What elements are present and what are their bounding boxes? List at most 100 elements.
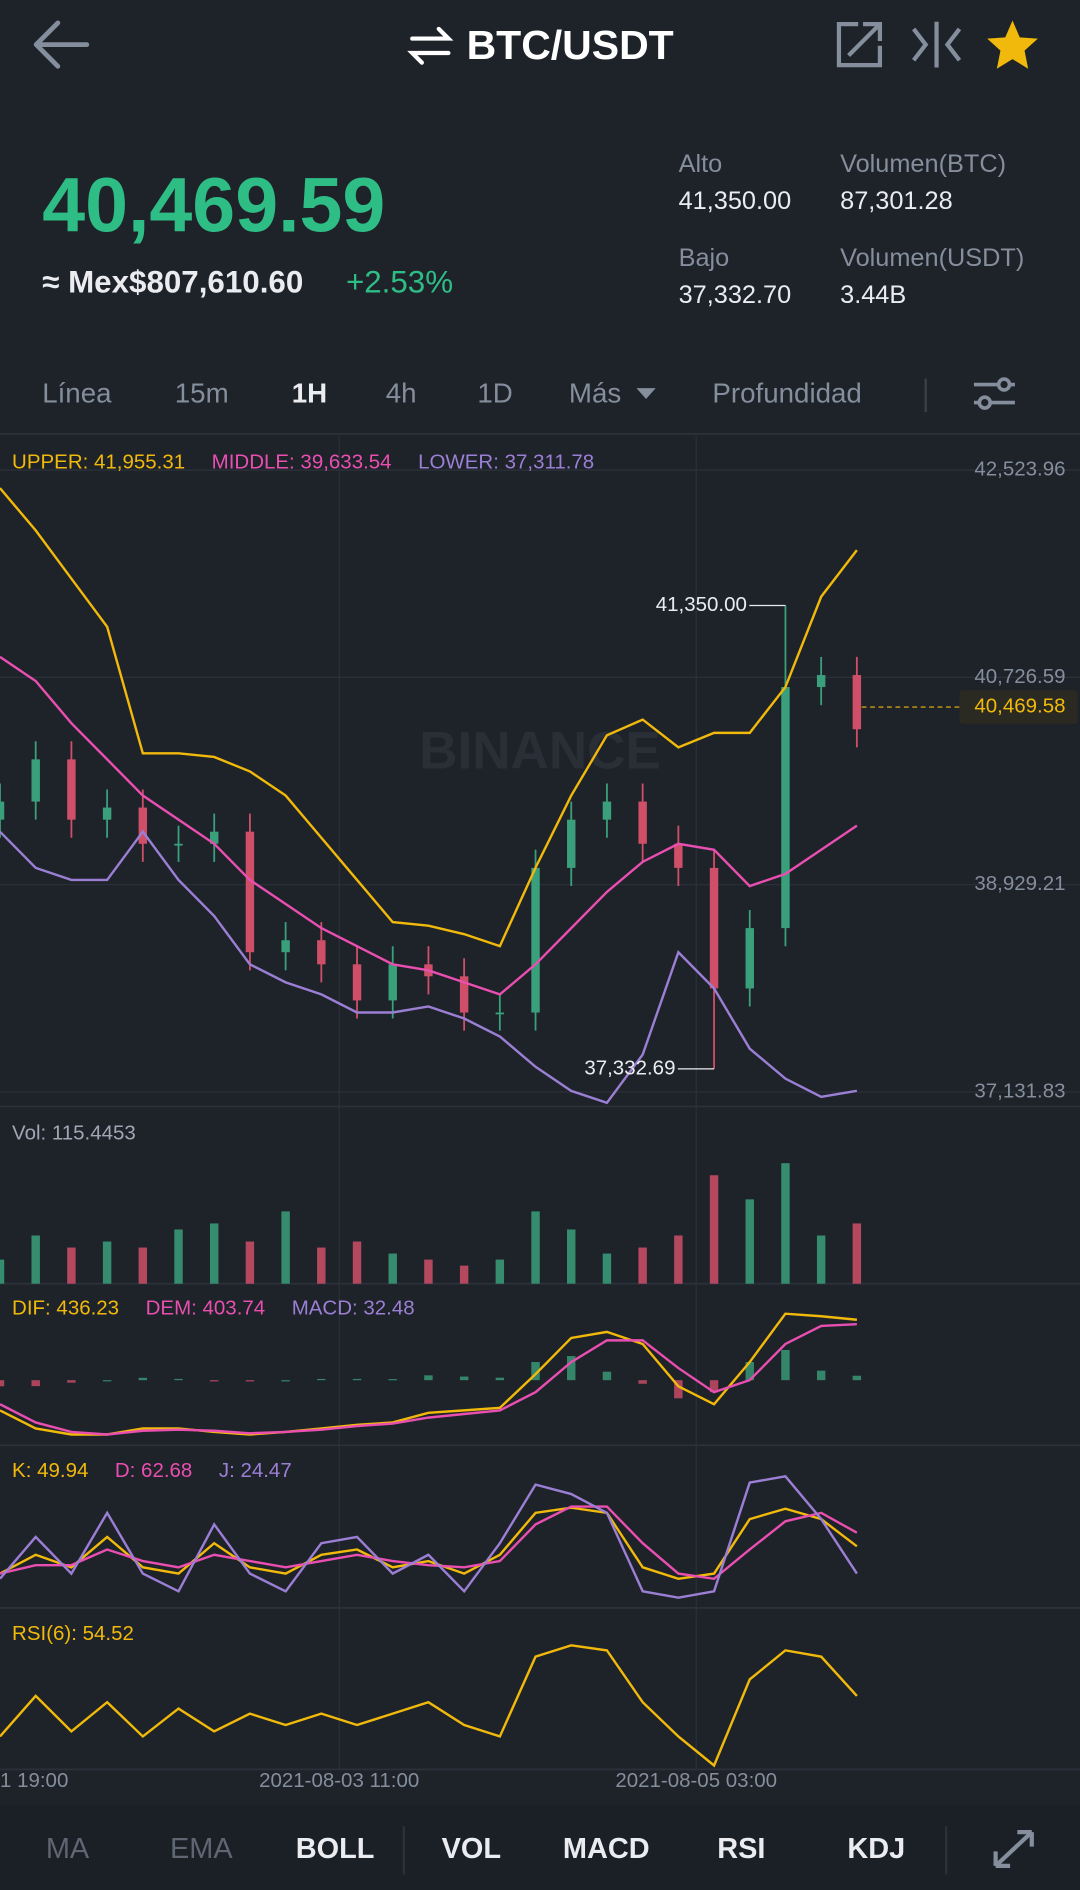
indicator-line bbox=[0, 1475, 858, 1599]
interval-tab[interactable]: Profundidad bbox=[712, 378, 861, 409]
candle-body bbox=[245, 831, 255, 953]
interval-tab[interactable]: Más bbox=[569, 378, 621, 409]
interval-tab[interactable]: 1D bbox=[477, 378, 512, 409]
interval-tab[interactable]: 4h bbox=[386, 378, 417, 409]
legend-item: DIF: 436.23 bbox=[12, 1296, 119, 1319]
volume-bar bbox=[31, 1235, 40, 1284]
candle-body bbox=[174, 843, 183, 846]
indicator-tab-active[interactable]: RSI bbox=[717, 1833, 765, 1865]
histogram-bar bbox=[424, 1375, 433, 1381]
fullscreen-button[interactable] bbox=[993, 1830, 1034, 1869]
candle-body bbox=[138, 807, 148, 844]
histogram-bar bbox=[102, 1380, 112, 1382]
legend-item: UPPER: 41,955.31 bbox=[12, 450, 185, 473]
legend-item: DEM: 403.74 bbox=[146, 1296, 266, 1319]
settings-knob bbox=[977, 395, 993, 410]
histogram-bar bbox=[602, 1371, 612, 1381]
indicator-tab-active[interactable]: VOL bbox=[442, 1833, 501, 1865]
candle-body bbox=[781, 687, 790, 929]
histogram-bar bbox=[352, 1378, 362, 1381]
candle-body bbox=[209, 831, 219, 844]
histogram-bar bbox=[209, 1380, 219, 1382]
histogram-bar bbox=[0, 1380, 5, 1387]
candle-body bbox=[31, 759, 40, 802]
histogram-bar bbox=[531, 1362, 540, 1381]
settings-knob bbox=[996, 377, 1012, 392]
back-arrow bbox=[33, 20, 90, 69]
indicator-tab[interactable]: MA bbox=[46, 1833, 90, 1865]
share-button[interactable] bbox=[836, 21, 883, 68]
volume-bar bbox=[174, 1229, 183, 1284]
fiat-price: ≈ Mex$807,610.60 bbox=[42, 265, 303, 300]
legend-item: D: 62.68 bbox=[115, 1459, 192, 1482]
indicator-tab[interactable]: EMA bbox=[170, 1833, 233, 1865]
candle-body bbox=[388, 964, 397, 1001]
candle-body bbox=[102, 807, 112, 820]
last-price-label: 40,469.58 bbox=[974, 694, 1065, 717]
volume-bar bbox=[317, 1247, 326, 1284]
compare-icon bbox=[911, 21, 962, 68]
indicator-line bbox=[0, 1505, 858, 1581]
compare-button[interactable] bbox=[911, 21, 962, 68]
y-tick-label: 37,131.83 bbox=[974, 1079, 1065, 1102]
histogram-bar bbox=[638, 1380, 647, 1384]
indicator-line bbox=[0, 1506, 858, 1581]
volume-bar bbox=[495, 1259, 505, 1284]
swap-pair[interactable] bbox=[407, 26, 454, 65]
stat-value: 37,332.70 bbox=[679, 281, 792, 309]
swap-icon bbox=[407, 26, 454, 65]
candle-body bbox=[0, 801, 5, 820]
last-price: 40,469.59 bbox=[42, 162, 385, 248]
candle-body bbox=[67, 759, 76, 820]
star-icon bbox=[987, 20, 1038, 69]
volume-bar bbox=[781, 1163, 790, 1284]
indicator-tab-active[interactable]: KDJ bbox=[847, 1833, 905, 1865]
volume-bar bbox=[388, 1253, 397, 1284]
stat-value: 41,350.00 bbox=[679, 187, 792, 215]
histogram-bar bbox=[567, 1356, 576, 1381]
interval-tab[interactable]: 15m bbox=[175, 378, 229, 409]
dropdown-caret bbox=[636, 388, 656, 399]
candle-body bbox=[531, 867, 540, 1013]
legend-item: LOWER: 37,311.78 bbox=[418, 450, 594, 473]
volume-bar bbox=[638, 1247, 647, 1284]
band-line bbox=[0, 655, 858, 996]
settings-button[interactable] bbox=[973, 377, 1015, 410]
interval-tab[interactable]: Línea bbox=[42, 378, 112, 409]
legend-item: MIDDLE: 39,633.54 bbox=[212, 450, 392, 473]
favorite-button[interactable] bbox=[987, 20, 1038, 69]
histogram-bar bbox=[709, 1380, 719, 1393]
band-line bbox=[0, 829, 858, 1105]
y-tick-label: 38,929.21 bbox=[974, 872, 1065, 895]
stat-label: Volumen(USDT) bbox=[840, 244, 1024, 272]
watermark: BINANCE bbox=[419, 722, 661, 781]
volume-bar bbox=[459, 1265, 469, 1284]
candle-body bbox=[567, 819, 576, 868]
volume-bar bbox=[531, 1211, 540, 1284]
plot-area: 1 19:00 2021-08-03 11:00 2021-08-05 03:00 4… bbox=[0, 436, 1080, 1792]
indicator-line bbox=[0, 1644, 858, 1768]
candle-body bbox=[638, 801, 647, 844]
legend-item: J: 24.47 bbox=[219, 1459, 292, 1482]
histogram-bar bbox=[245, 1380, 255, 1382]
stat-value: 3.44B bbox=[840, 281, 906, 309]
volume-bar bbox=[67, 1247, 76, 1284]
candle-body bbox=[709, 867, 719, 989]
indicator-tab-active[interactable]: MACD bbox=[563, 1833, 650, 1865]
indicator-bar bbox=[0, 1805, 1080, 1890]
back-button[interactable] bbox=[33, 20, 90, 69]
stat-label: Alto bbox=[679, 150, 723, 178]
candle-body bbox=[459, 976, 469, 1013]
candle-body bbox=[602, 801, 612, 820]
indicator-tab-active[interactable]: BOLL bbox=[296, 1833, 375, 1865]
histogram-bar bbox=[674, 1380, 683, 1399]
histogram-bar bbox=[459, 1376, 469, 1381]
volume-bar bbox=[245, 1241, 255, 1284]
histogram-bar bbox=[781, 1349, 790, 1381]
histogram-bar bbox=[388, 1379, 397, 1381]
volume-bar bbox=[567, 1229, 576, 1284]
interval-tab-active[interactable]: 1H bbox=[292, 378, 327, 409]
volume-bar bbox=[102, 1241, 112, 1284]
